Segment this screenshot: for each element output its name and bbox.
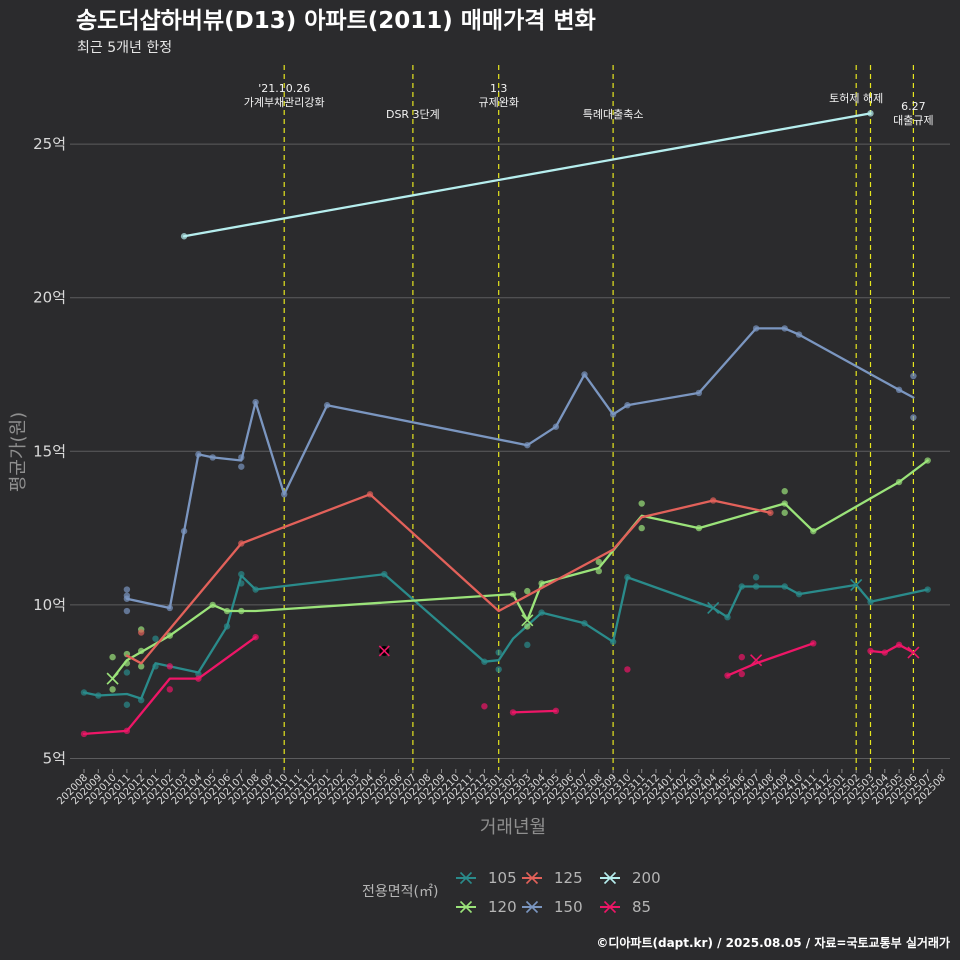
event-annotation: 토허제 해제 bbox=[829, 91, 883, 105]
legend-label: 85 bbox=[632, 898, 651, 916]
gridlines bbox=[70, 143, 950, 759]
data-point bbox=[495, 666, 502, 673]
x-mark bbox=[378, 645, 390, 657]
data-point bbox=[638, 524, 645, 532]
series-150 bbox=[123, 325, 917, 615]
y-tick-label: 20억 bbox=[33, 289, 66, 307]
series bbox=[80, 110, 931, 738]
x-mark bbox=[850, 578, 863, 591]
series-line bbox=[125, 327, 915, 610]
legend-title: 전용면적(㎡) bbox=[362, 884, 438, 900]
x-axis-ticks: 2020082020092020102020112020122021012021… bbox=[55, 769, 948, 807]
series-line bbox=[869, 643, 915, 654]
data-point bbox=[138, 629, 145, 636]
series-120 bbox=[106, 457, 931, 693]
data-point bbox=[624, 666, 631, 673]
y-tick-label: 10억 bbox=[33, 596, 66, 614]
x-mark bbox=[603, 871, 617, 885]
data-point bbox=[638, 500, 645, 507]
y-axis-ticks: 5억 10억 15억 20억 25억 bbox=[33, 135, 66, 767]
data-point bbox=[166, 686, 173, 693]
data-point bbox=[123, 586, 131, 593]
source-caption: ©디아파트(dapt.kr) / 2025.08.05 / 자료=국토교통부 실… bbox=[596, 935, 950, 950]
series-line bbox=[125, 493, 772, 665]
x-mark bbox=[525, 871, 539, 885]
data-point bbox=[109, 653, 116, 661]
event-annotation: '21.10.26 bbox=[258, 82, 310, 95]
data-point bbox=[238, 463, 245, 470]
legend: 전용면적(㎡) 105 120 125 150 200 85 bbox=[362, 869, 661, 916]
data-point bbox=[495, 649, 502, 656]
x-mark bbox=[521, 614, 534, 627]
y-tick-label: 5억 bbox=[43, 750, 66, 768]
event-annotation: 대출규제 bbox=[893, 114, 933, 127]
series-105 bbox=[80, 570, 931, 708]
legend-item-150: 150 bbox=[522, 898, 583, 916]
data-point bbox=[781, 488, 788, 495]
x-mark bbox=[459, 871, 473, 885]
series-line bbox=[82, 573, 929, 700]
y-tick-label: 15억 bbox=[33, 442, 66, 460]
data-point bbox=[138, 663, 145, 670]
series-line bbox=[726, 642, 815, 677]
y-axis-label: 평균가(원) bbox=[8, 412, 29, 492]
series-125 bbox=[125, 491, 774, 665]
series-line bbox=[182, 112, 872, 238]
data-point bbox=[781, 509, 788, 516]
chart-title: 송도더샵하버뷰(D13) 아파트(2011) 매매가격 변화 bbox=[76, 8, 596, 34]
x-mark bbox=[750, 654, 763, 667]
x-mark bbox=[106, 672, 119, 685]
series-200 bbox=[180, 110, 874, 240]
series-line bbox=[511, 709, 558, 714]
chart-subtitle: 최근 5개년 한정 bbox=[77, 40, 172, 56]
x-mark bbox=[603, 900, 617, 914]
legend-label: 125 bbox=[554, 869, 583, 887]
event-annotation: 규제완화 bbox=[478, 96, 518, 109]
event-annotation: 1.3 bbox=[490, 82, 508, 95]
data-point bbox=[910, 372, 917, 380]
event-annotation: 특례대출축소 bbox=[583, 108, 644, 121]
data-point bbox=[524, 587, 531, 595]
legend-item-105: 105 bbox=[456, 869, 517, 887]
data-point bbox=[123, 592, 131, 599]
legend-item-85: 85 bbox=[600, 898, 651, 916]
data-point bbox=[752, 574, 760, 581]
data-point bbox=[123, 701, 131, 708]
legend-label: 200 bbox=[632, 869, 661, 887]
event-annotation: 가계부채관리강화 bbox=[244, 96, 325, 109]
legend-label: 120 bbox=[488, 898, 517, 916]
data-point bbox=[524, 641, 531, 649]
series-85 bbox=[80, 633, 920, 738]
data-point bbox=[152, 635, 159, 642]
data-point bbox=[524, 623, 531, 630]
series-line bbox=[82, 636, 257, 736]
x-mark bbox=[907, 646, 920, 659]
legend-item-125: 125 bbox=[522, 869, 583, 887]
data-point bbox=[109, 686, 116, 693]
x-mark bbox=[707, 601, 720, 615]
x-mark bbox=[459, 900, 473, 914]
y-tick-label: 25억 bbox=[33, 135, 66, 153]
legend-label: 105 bbox=[488, 869, 517, 887]
legend-label: 150 bbox=[554, 898, 583, 916]
data-point bbox=[738, 653, 745, 661]
event-annotation: DSR 3단계 bbox=[386, 108, 440, 121]
legend-item-120: 120 bbox=[456, 898, 517, 916]
data-point bbox=[595, 558, 602, 566]
event-annotation: 6.27 bbox=[901, 100, 926, 113]
legend-item-200: 200 bbox=[600, 869, 661, 887]
series-line bbox=[111, 459, 929, 680]
x-mark bbox=[525, 900, 539, 914]
data-point bbox=[481, 703, 488, 710]
data-point bbox=[166, 663, 173, 670]
x-axis-label: 거래년월 bbox=[480, 817, 546, 838]
data-point bbox=[910, 414, 917, 421]
data-point bbox=[123, 607, 131, 615]
data-point bbox=[738, 670, 745, 678]
data-point bbox=[123, 669, 131, 676]
